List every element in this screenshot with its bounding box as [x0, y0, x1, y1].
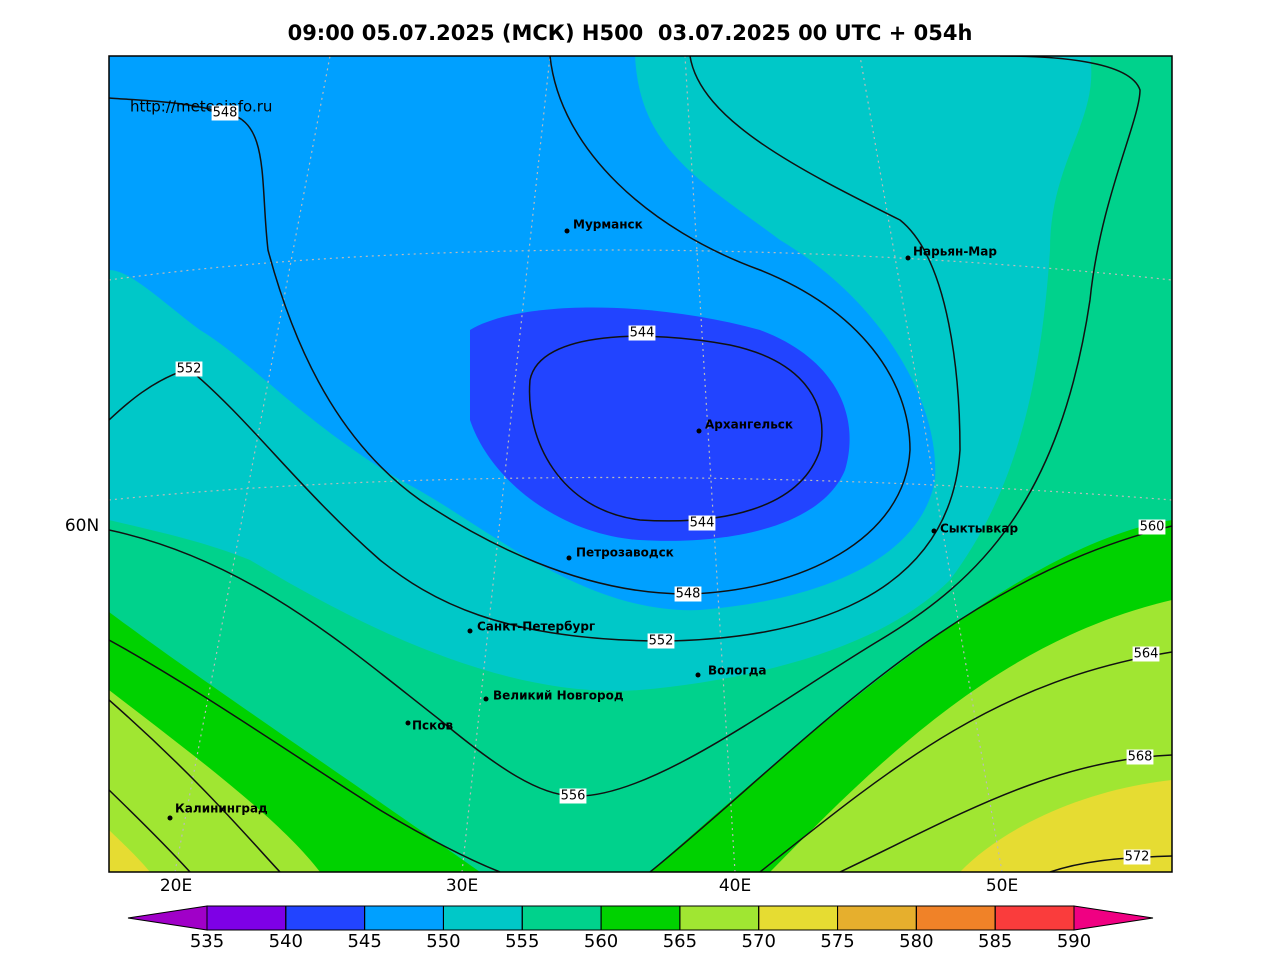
contour — [109, 56, 1141, 797]
colorbar-label: 585 — [978, 931, 1012, 952]
colorbar-label: 565 — [663, 931, 697, 952]
contour-label-box — [1123, 849, 1151, 865]
city-label: Калининград — [175, 802, 268, 816]
city-dot — [931, 528, 937, 534]
colorbar-segment — [442, 905, 523, 931]
map-area — [109, 56, 1172, 872]
contour — [109, 651, 1172, 872]
fill-570 — [960, 780, 1172, 872]
longitude-label: 20E — [160, 876, 192, 896]
contour-label-box — [1132, 646, 1160, 662]
map-frame — [108, 55, 1173, 873]
contour — [109, 525, 1172, 872]
colorbar-segment — [285, 905, 366, 931]
contour-labels: 548 552 544 544 548 552 556 560 564 568 … — [175, 105, 1166, 865]
contour — [109, 56, 961, 642]
city-label: Великий Новгород — [493, 689, 624, 703]
colorbar-label: 555 — [505, 931, 539, 952]
colorbar-label: 580 — [899, 931, 933, 952]
contour-label: 568 — [1128, 750, 1153, 765]
city-dot — [167, 815, 173, 821]
city-dot — [566, 555, 572, 561]
colorbar-label: 535 — [190, 931, 224, 952]
city-label: Псков — [412, 719, 454, 733]
contour-label-box — [688, 515, 716, 531]
colorbar-over — [1073, 905, 1154, 931]
colorbar-under — [127, 905, 208, 931]
longitude-label: 50E — [986, 876, 1018, 896]
city-label: Петрозаводск — [576, 546, 674, 560]
contour-label-box — [1138, 519, 1166, 535]
city-label: Сыктывкар — [940, 522, 1018, 536]
city-dot — [405, 720, 411, 726]
title: 09:00 05.07.2025 (МСК) H500 03.07.2025 0… — [288, 21, 973, 45]
colorbar-segment — [758, 905, 839, 931]
city-dot — [483, 696, 489, 702]
longitude-label: 40E — [719, 876, 751, 896]
longitude-label: 30E — [446, 876, 478, 896]
contour-label: 552 — [177, 362, 202, 377]
contour — [109, 754, 1172, 872]
contour-label: 544 — [690, 516, 715, 531]
colorbar-segment — [837, 905, 917, 931]
colorbar-label: 560 — [584, 931, 618, 952]
colorbar-segment — [364, 905, 444, 931]
cities: Мурманск Нарьян-Мар Архангельск Сыктывка… — [167, 218, 1018, 821]
contour-label: 564 — [1134, 647, 1159, 662]
city-dot — [695, 672, 701, 678]
colorbar-label: 575 — [820, 931, 854, 952]
city-dot — [467, 628, 473, 634]
latitude-label: 60N — [65, 516, 99, 536]
contour-label: 544 — [630, 326, 655, 341]
city-label: Нарьян-Мар — [913, 245, 997, 259]
colorbar-segment — [994, 905, 1075, 931]
contour-label-box — [175, 361, 203, 377]
colorbar-label: 550 — [426, 931, 460, 952]
contour — [1049, 855, 1172, 872]
graticule — [109, 56, 1172, 872]
colorbar-label: 540 — [269, 931, 303, 952]
contour-label: 552 — [649, 634, 674, 649]
colorbar-segment — [206, 905, 287, 931]
contour-label-box — [1126, 749, 1154, 765]
city-dot — [696, 428, 702, 434]
city-label: Санкт-Петербург — [477, 620, 595, 634]
contour-label: 556 — [561, 789, 586, 804]
contour-label-box — [211, 105, 239, 121]
city-dot — [564, 228, 570, 234]
contour-label: 548 — [676, 587, 701, 602]
source-url: http://meteoinfo.ru — [130, 98, 272, 116]
colorbar-segment — [600, 905, 681, 931]
colorbar-segment — [915, 905, 996, 931]
colorbar-label: 590 — [1057, 931, 1091, 952]
contour — [109, 56, 911, 595]
contour-label: 560 — [1140, 520, 1165, 535]
colorbar-label: 570 — [742, 931, 776, 952]
city-label: Вологда — [708, 664, 766, 678]
fill-565 — [109, 690, 320, 872]
contour-label-box — [674, 586, 702, 602]
colorbar-segment — [679, 905, 760, 931]
city-label: Архангельск — [705, 418, 793, 432]
colorbar-label: 545 — [347, 931, 381, 952]
colorbar-segment — [521, 905, 602, 931]
colorbar: 535 540 545 550 555 560 565 570 575 580 585 590 — [127, 905, 1154, 952]
contour-label-box — [628, 325, 656, 341]
contour-label: 572 — [1125, 850, 1150, 865]
city-label: Мурманск — [573, 218, 643, 232]
contour-label-box — [647, 633, 675, 649]
fill-570 — [109, 830, 150, 872]
city-dot — [905, 255, 911, 261]
contour-label-box — [559, 788, 587, 804]
contour-label: 548 — [213, 106, 238, 121]
